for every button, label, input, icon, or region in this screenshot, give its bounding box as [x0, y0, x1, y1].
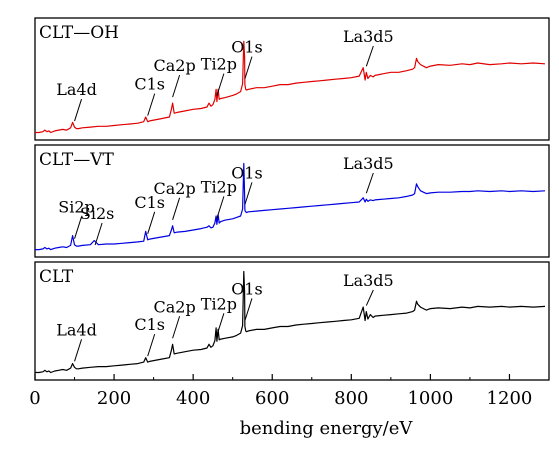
- peak-label: C1s: [134, 75, 165, 94]
- panel-title: CLT—OH: [39, 23, 119, 43]
- peak-label: La4d: [56, 80, 97, 99]
- peak-label: Si2p: [58, 198, 95, 217]
- annotation-leader: [74, 339, 83, 362]
- peak-label: Ca2p: [153, 56, 195, 75]
- peak-label: La4d: [56, 320, 97, 339]
- peak-label: O1s: [231, 38, 263, 57]
- annotation-leader: [172, 74, 181, 98]
- peak-label: Ti2p: [201, 177, 237, 196]
- x-tick-label: 800: [334, 388, 368, 409]
- x-tick-label: 0: [29, 388, 40, 409]
- panel-frame: [34, 261, 550, 381]
- annotation-leader: [74, 216, 83, 239]
- peak-label: O1s: [231, 163, 263, 182]
- peak-label: La3d5: [343, 271, 394, 290]
- panel-title: CLT—VT: [39, 150, 115, 170]
- panel-frame: [34, 17, 550, 141]
- annotation-leader: [172, 197, 181, 220]
- annotation-leader: [244, 56, 253, 79]
- x-axis: 0 200 400 600 800 1000 1200: [29, 374, 532, 409]
- series-line: [35, 40, 546, 134]
- peak-label: La3d5: [343, 27, 394, 46]
- peak-label: Ca2p: [153, 179, 195, 198]
- series-line: [35, 270, 546, 374]
- annotation-leader: [147, 93, 156, 116]
- x-tick-label: 200: [97, 388, 131, 409]
- annotation-leader: [244, 298, 253, 321]
- peak-label: Ti2p: [201, 294, 237, 313]
- annotation-leader: [74, 98, 83, 122]
- annotation-leader: [216, 73, 225, 96]
- annotation-leader: [147, 333, 156, 357]
- peak-label: O1s: [231, 279, 263, 298]
- annotation-leader: [216, 196, 225, 219]
- annotation-leader: [244, 182, 253, 205]
- annotation-leader: [147, 211, 156, 234]
- panel-title: CLT: [39, 267, 74, 287]
- annotation-leader: [172, 316, 181, 339]
- x-tick-label: 600: [255, 388, 289, 409]
- annotation-leader: [365, 289, 374, 306]
- annotation-leader: [365, 45, 374, 67]
- annotation-leader: [94, 222, 103, 246]
- series-line: [35, 162, 546, 251]
- panel-frame: [34, 144, 550, 258]
- peak-label: Ti2p: [201, 55, 237, 74]
- x-tick-label: 1200: [487, 388, 533, 409]
- x-axis-label: bending energy/eV: [240, 418, 414, 439]
- x-tick-label: 400: [176, 388, 210, 409]
- peak-label: C1s: [134, 193, 165, 212]
- peak-label: Ca2p: [153, 297, 195, 316]
- peak-label: Si2s: [80, 204, 114, 223]
- annotation-leader: [216, 313, 225, 336]
- peak-label: La3d5: [343, 154, 394, 173]
- peak-label: C1s: [134, 315, 165, 334]
- x-tick-label: 1000: [407, 388, 453, 409]
- annotation-leader: [365, 172, 374, 194]
